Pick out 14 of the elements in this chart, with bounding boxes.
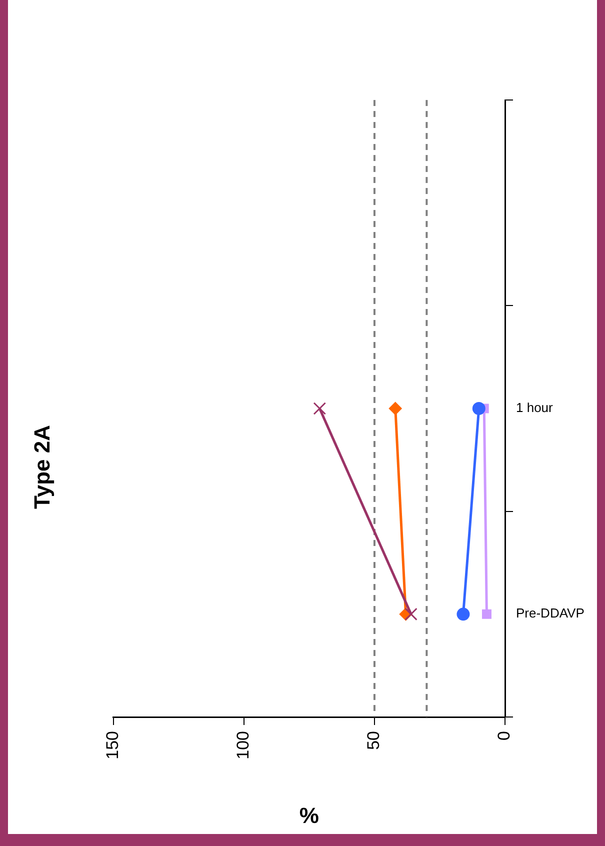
point <box>472 402 486 415</box>
x-tick-label: 50 <box>364 731 384 750</box>
text: Type 2A <box>29 424 54 509</box>
y-tick-label: Pre-DDAVP <box>516 606 584 621</box>
point <box>482 609 492 619</box>
point <box>404 608 418 621</box>
point <box>313 402 326 415</box>
y-tick-label: 1 hour <box>516 400 554 416</box>
point <box>456 608 470 621</box>
point <box>388 402 402 415</box>
x-tick-label: 150 <box>103 731 122 760</box>
x-axis-title: % <box>299 802 319 828</box>
x-tick-label: 100 <box>234 731 253 760</box>
x-tick-label: 0 <box>494 731 514 740</box>
